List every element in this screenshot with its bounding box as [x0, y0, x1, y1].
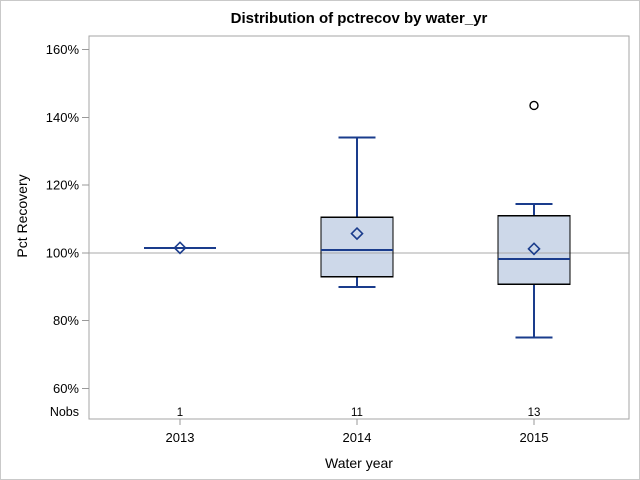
x-axis-tick-label: 2013: [166, 430, 195, 445]
y-axis-tick-label: 160%: [46, 42, 80, 57]
plot-frame: [88, 35, 630, 420]
nobs-value: 11: [351, 407, 363, 419]
y-axis-tick-label: 140%: [46, 110, 80, 125]
mean-diamond-2015: [527, 242, 541, 256]
x-axis-tick-label: 2015: [520, 430, 549, 445]
y-axis-tick-label: 120%: [46, 178, 80, 193]
box-outline-2015: [497, 214, 571, 285]
box-body-2015: [498, 215, 570, 285]
y-axis-tick-label: 80%: [53, 313, 79, 328]
y-axis-tick-label: 60%: [53, 381, 79, 396]
nobs-value: 13: [528, 407, 541, 419]
mean-diamond-2013: [173, 241, 187, 255]
y-axis-tick-label: 100%: [46, 245, 80, 260]
box-body-2014: [321, 217, 393, 277]
x-axis-tick-label: 2014: [343, 430, 372, 445]
box-outline-2014: [320, 216, 394, 278]
outlier-point-2015: [529, 100, 539, 111]
nobs-value: 1: [177, 407, 183, 419]
y-axis-label: Pct Recovery: [14, 174, 30, 258]
nobs-label: Nobs: [50, 405, 79, 419]
mean-diamond-2014: [350, 226, 364, 241]
x-axis-label: Water year: [325, 455, 393, 471]
chart-title: Distribution of pctrecov by water_yr: [230, 10, 488, 27]
